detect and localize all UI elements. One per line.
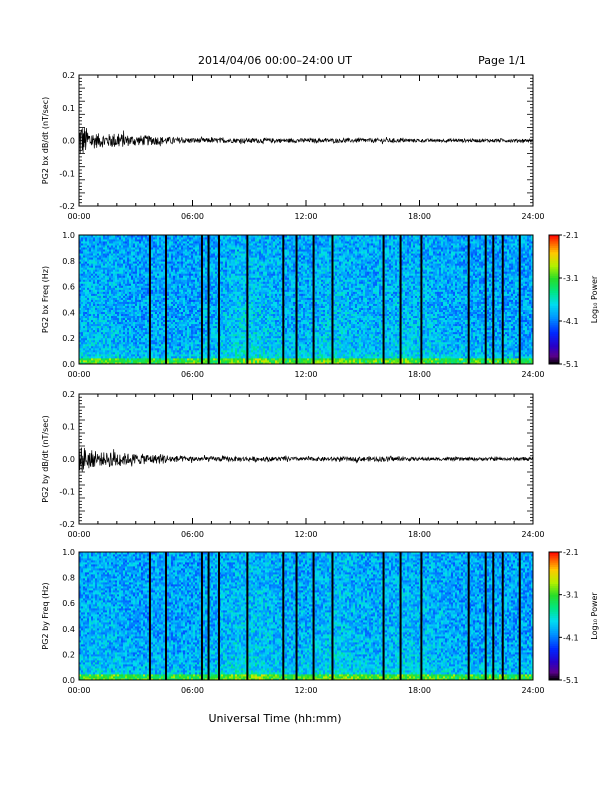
y-tick-label: 0.8	[62, 574, 75, 583]
panel-by-spec: 00:00 06:00 12:00 18:00 24:00 1.0 0.8 0.6 0.4 0.2…	[41, 548, 599, 695]
colorbar-tick-label: -4.1	[563, 633, 579, 642]
x-tick-label: 18:00	[408, 686, 431, 695]
heatmap-cells	[79, 235, 533, 364]
y-tick-label: 0.6	[62, 283, 75, 292]
x-tick-label: 00:00	[67, 530, 90, 539]
y-tick-label: 0.6	[62, 599, 75, 608]
colorbar-tick-label: -2.1	[563, 231, 579, 240]
y-tick-label: 1.0	[62, 231, 75, 240]
x-tick-label: 12:00	[294, 530, 317, 539]
x-tick-label: 06:00	[181, 686, 204, 695]
colorbar-label: Log₁₀ Power	[590, 592, 599, 640]
colorbar-tick-label: -3.1	[563, 274, 579, 283]
colorbar-tick-label: -4.1	[563, 317, 579, 326]
x-tick-label: 06:00	[181, 370, 204, 379]
y-tick-label: -0.2	[59, 202, 75, 211]
x-tick-label: 18:00	[408, 212, 431, 221]
y-axis-label: PG2 bx Freq (Hz)	[41, 266, 50, 333]
x-tick-label: 18:00	[408, 530, 431, 539]
x-tick-label: 00:00	[67, 686, 90, 695]
x-tick-label: 00:00	[67, 370, 90, 379]
y-tick-label: 0.2	[62, 71, 75, 80]
y-tick-label: 1.0	[62, 548, 75, 557]
colorbar-tick-label: -2.1	[563, 548, 579, 557]
x-axis-title: Universal Time (hh:mm)	[209, 712, 342, 725]
x-tick-label: 18:00	[408, 370, 431, 379]
y-tick-label: 0.0	[62, 455, 75, 464]
x-tick-label: 12:00	[294, 370, 317, 379]
y-tick-label: 0.1	[62, 104, 75, 113]
y-tick-label: 0.1	[62, 423, 75, 432]
x-tick-label: 12:00	[294, 686, 317, 695]
y-tick-label: 0.4	[62, 308, 75, 317]
y-tick-label: 0.0	[62, 676, 75, 685]
page-number: Page 1/1	[478, 54, 526, 67]
x-tick-label: 06:00	[181, 212, 204, 221]
x-tick-label: 06:00	[181, 530, 204, 539]
y-axis-label: PG2 bx dB/dt (nT/sec)	[41, 97, 50, 184]
x-tick-label: 24:00	[521, 530, 544, 539]
y-tick-label: -0.2	[59, 520, 75, 529]
x-tick-label: 00:00	[67, 212, 90, 221]
panel-bx-spec: 00:00 06:00 12:00 18:00 24:00 1.0 0.8 0.6 0.4 0.2…	[41, 231, 599, 379]
x-tick-label: 12:00	[294, 212, 317, 221]
y-tick-label: 0.2	[62, 650, 75, 659]
x-tick-label: 24:00	[521, 686, 544, 695]
colorbar-tick-label: -3.1	[563, 591, 579, 600]
colorbar-label: Log₁₀ Power	[590, 275, 599, 323]
y-axis-label: PG2 by dB/dt (nT/sec)	[41, 415, 50, 502]
y-axis-label: PG2 by Freq (Hz)	[41, 582, 50, 649]
heatmap-cells	[79, 552, 533, 680]
series-trace	[79, 128, 533, 154]
x-tick-label: 24:00	[521, 212, 544, 221]
y-tick-label: -0.1	[59, 488, 75, 497]
colorbar-tick-label: -5.1	[563, 360, 579, 369]
page-title: 2014/04/06 00:00–24:00 UT	[198, 54, 352, 67]
y-tick-label: 0.0	[62, 137, 75, 146]
panel-by-dbdt: 00:00 06:00 12:00 18:00 24:00 0.2 0.1 0.0 -0.1 -0…	[41, 390, 545, 539]
colorbar-tick-label: -5.1	[563, 676, 579, 685]
y-tick-label: 0.2	[62, 390, 75, 399]
panel-bx-dbdt: 00:00 06:00 12:00 18:00 24:00 0.2 0.1 0.0 -0.1 -0…	[41, 71, 545, 221]
y-tick-label: 0.2	[62, 334, 75, 343]
y-tick-label: -0.1	[59, 169, 75, 178]
colorbar: -2.1 -3.1 -4.1 -5.1 Log₁₀ Power	[549, 548, 599, 685]
y-tick-label: 0.8	[62, 257, 75, 266]
y-tick-label: 0.4	[62, 625, 75, 634]
colorbar: -2.1 -3.1 -4.1 -5.1 Log₁₀ Power	[549, 231, 599, 369]
y-tick-label: 0.0	[62, 360, 75, 369]
x-tick-label: 24:00	[521, 370, 544, 379]
series-trace	[79, 448, 533, 472]
